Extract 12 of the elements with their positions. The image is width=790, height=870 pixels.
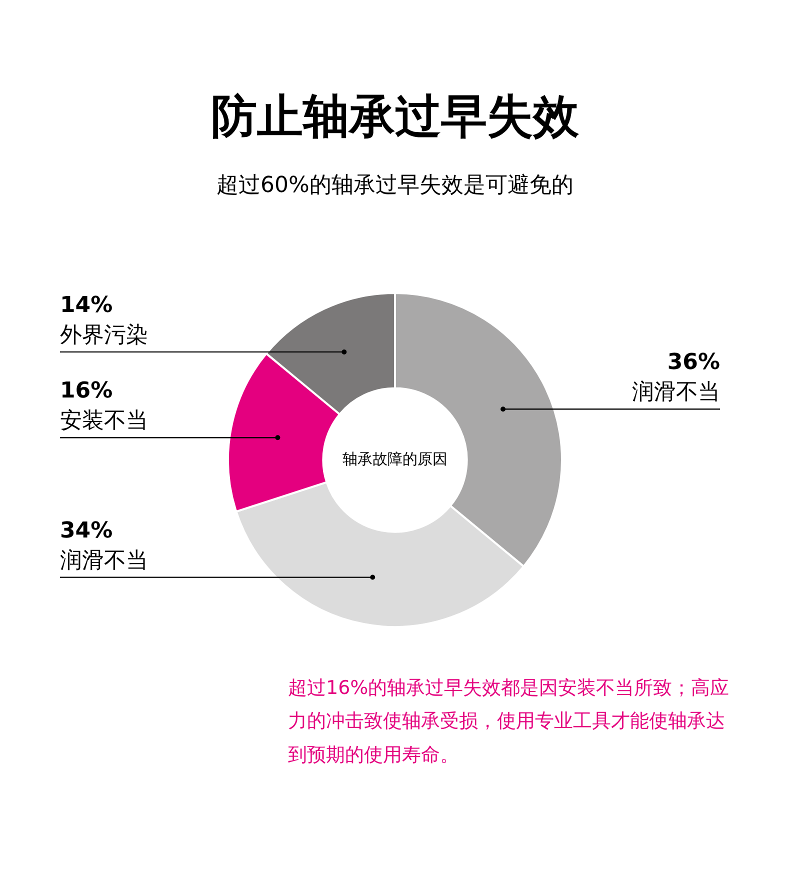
data-label: 34% [60,518,113,544]
data-label: 14% [60,292,113,318]
text: 超过16%的轴承过早失效都是因安装不当所致；高应力的冲击致使轴承受损，使用专业工具才能使轴承达到预期的使用寿命。 [288,676,730,768]
chart-subtitle: 超过60%的轴承过早失效是可避免的 [216,172,574,200]
text: 轴承故障的原因 [342,450,448,468]
data-label: 36% [667,350,720,376]
data-label: 16% [60,378,113,404]
slice-label: 润滑不当 [60,548,148,574]
slice-label: 润滑不当 [632,380,720,406]
slice-label: 外界污染 [60,322,148,348]
slice-label: 安装不当 [60,408,148,434]
chart-title: 防止轴承过早失效 [210,88,580,145]
